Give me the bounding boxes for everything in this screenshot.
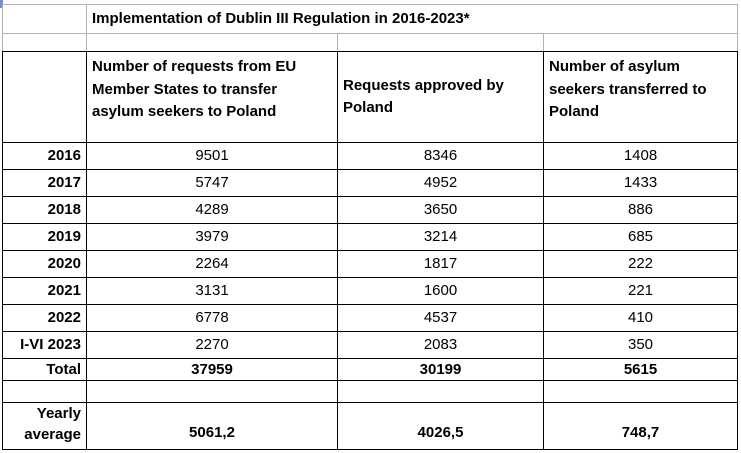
selection-tick-mark [0, 0, 3, 8]
yearly-average-transferred: 748,7 [543, 402, 738, 450]
row-label: 2022 [2, 304, 87, 332]
yearly-average-approved: 4026,5 [337, 402, 544, 450]
cell-approved: 4952 [337, 169, 544, 197]
row-label: 2020 [2, 250, 87, 278]
row-label-header-cell [2, 51, 87, 143]
cell-transferred: 685 [543, 223, 738, 251]
table-row-2022: 2022 6778 4537 410 [2, 304, 738, 332]
spacer-cell [2, 33, 87, 52]
yearly-average-requests: 5061,2 [86, 402, 338, 450]
cell-requests: 6778 [86, 304, 338, 332]
spacer-cell [543, 380, 738, 403]
cell-requests: 3979 [86, 223, 338, 251]
table-row-spacer [2, 380, 738, 403]
table-row-2023-half: I-VI 2023 2270 2083 350 [2, 331, 738, 359]
cell-requests: 9501 [86, 142, 338, 170]
table-row-yearly-average: Yearly average 5061,2 4026,5 748,7 [2, 402, 738, 450]
cell-approved: 3214 [337, 223, 544, 251]
total-transferred: 5615 [543, 358, 738, 381]
table-title: Implementation of Dublin III Regulation … [86, 4, 738, 34]
cell-transferred: 1433 [543, 169, 738, 197]
cell-approved: 4537 [337, 304, 544, 332]
cell-transferred: 350 [543, 331, 738, 359]
total-approved: 30199 [337, 358, 544, 381]
cell-requests: 2270 [86, 331, 338, 359]
cell-approved: 3650 [337, 196, 544, 224]
table-row-2016: 2016 9501 8346 1408 [2, 142, 738, 170]
spacer-cell [86, 380, 338, 403]
column-header-requests: Number of requests from EU Member States… [86, 51, 338, 143]
cell-requests: 2264 [86, 250, 338, 278]
cell-requests: 3131 [86, 277, 338, 305]
total-requests: 37959 [86, 358, 338, 381]
spacer-cell [86, 33, 338, 52]
row-label: 2021 [2, 277, 87, 305]
table-row-2018: 2018 4289 3650 886 [2, 196, 738, 224]
cell-approved: 1817 [337, 250, 544, 278]
table-row-2021: 2021 3131 1600 221 [2, 277, 738, 305]
corner-empty-cell [2, 4, 87, 34]
table-row-2020: 2020 2264 1817 222 [2, 250, 738, 278]
row-label: I-VI 2023 [2, 331, 87, 359]
dublin-regulation-table: Implementation of Dublin III Regulation … [2, 4, 738, 450]
cell-transferred: 221 [543, 277, 738, 305]
column-header-approved: Requests approved by Poland [337, 51, 544, 143]
row-label: 2016 [2, 142, 87, 170]
cell-requests: 4289 [86, 196, 338, 224]
yearly-average-label: Yearly average [2, 402, 87, 450]
cell-transferred: 1408 [543, 142, 738, 170]
total-label: Total [2, 358, 87, 381]
cell-transferred: 410 [543, 304, 738, 332]
row-label: 2017 [2, 169, 87, 197]
cell-approved: 2083 [337, 331, 544, 359]
spacer-cell [337, 33, 544, 52]
cell-approved: 1600 [337, 277, 544, 305]
table-row-2019: 2019 3979 3214 685 [2, 223, 738, 251]
row-label: 2018 [2, 196, 87, 224]
spacer-cell [2, 380, 87, 403]
row-label: 2019 [2, 223, 87, 251]
cell-transferred: 222 [543, 250, 738, 278]
cell-approved: 8346 [337, 142, 544, 170]
table-row-total: Total 37959 30199 5615 [2, 358, 738, 381]
column-header-transferred: Number of asylum seekers transferred to … [543, 51, 738, 143]
cell-requests: 5747 [86, 169, 338, 197]
spacer-cell [543, 33, 738, 52]
spacer-cell [337, 380, 544, 403]
table-row-2017: 2017 5747 4952 1433 [2, 169, 738, 197]
cell-transferred: 886 [543, 196, 738, 224]
